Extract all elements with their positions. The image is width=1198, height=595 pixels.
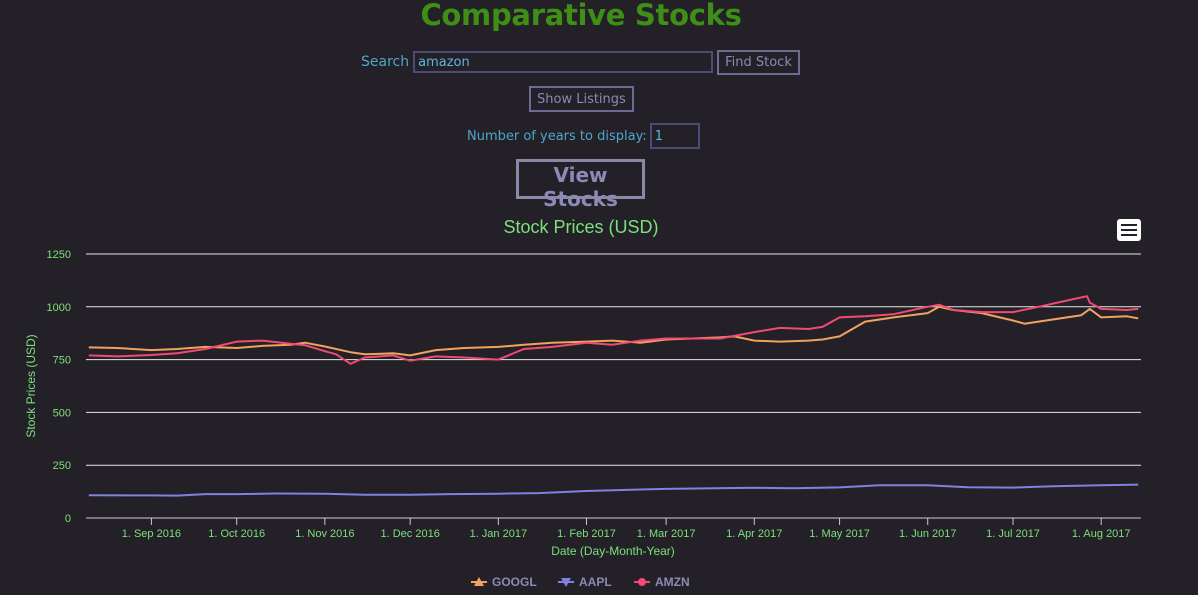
series-line-googl <box>88 305 1139 357</box>
x-tick-label: 1. Sep 2016 <box>122 528 181 540</box>
page-title: Comparative Stocks <box>420 0 742 32</box>
series-line-aapl <box>88 483 1139 497</box>
show-listings-button[interactable]: Show Listings <box>529 86 634 112</box>
legend-triangle-down-icon <box>561 578 571 587</box>
series-line-amzn <box>88 295 1139 365</box>
legend-label-amzn: AMZN <box>655 575 690 589</box>
find-stock-button[interactable]: Find Stock <box>717 49 800 75</box>
years-label: Number of years to display: <box>467 128 647 144</box>
x-tick-label: 1. Nov 2016 <box>295 528 354 540</box>
y-tick-label: 500 <box>53 407 71 419</box>
chart-menu-button[interactable] <box>1117 219 1141 241</box>
x-axis-label: Date (Day-Month-Year) <box>551 544 675 558</box>
x-tick-label: 1. Oct 2016 <box>208 528 265 540</box>
y-tick-label: 750 <box>53 355 71 367</box>
x-tick-label: 1. Feb 2017 <box>557 528 616 540</box>
years-row: Number of years to display: <box>467 123 700 149</box>
search-row: Search Find Stock <box>361 49 800 75</box>
legend-triangle-up-icon <box>474 577 484 586</box>
search-label: Search <box>361 54 410 70</box>
hamburger-icon <box>1121 234 1137 236</box>
search-input[interactable] <box>413 51 714 73</box>
view-stocks-button[interactable]: View Stocks <box>516 159 645 211</box>
y-tick-label: 1250 <box>47 249 71 261</box>
y-tick-label: 250 <box>53 460 71 472</box>
x-tick-label: 1. Jun 2017 <box>899 528 957 540</box>
legend-label-googl: GOOGL <box>492 575 537 589</box>
y-tick-label: 1000 <box>47 302 71 314</box>
legend-label-aapl: AAPL <box>579 575 612 589</box>
x-tick-label: 1. Aug 2017 <box>1072 528 1131 540</box>
hamburger-icon <box>1121 224 1137 226</box>
chart-title: Stock Prices (USD) <box>503 217 658 237</box>
y-tick-label: 0 <box>65 513 71 525</box>
y-axis-label: Stock Prices (USD) <box>24 334 38 437</box>
hamburger-icon <box>1121 229 1137 231</box>
x-tick-label: 1. Apr 2017 <box>726 528 782 540</box>
x-tick-label: 1. Mar 2017 <box>637 528 696 540</box>
years-input[interactable] <box>649 123 700 149</box>
x-tick-label: 1. Jul 2017 <box>986 528 1040 540</box>
x-tick-label: 1. May 2017 <box>809 528 870 540</box>
legend-circle-icon <box>638 578 646 586</box>
x-tick-label: 1. Dec 2016 <box>381 528 440 540</box>
x-tick-label: 1. Jan 2017 <box>470 528 528 540</box>
